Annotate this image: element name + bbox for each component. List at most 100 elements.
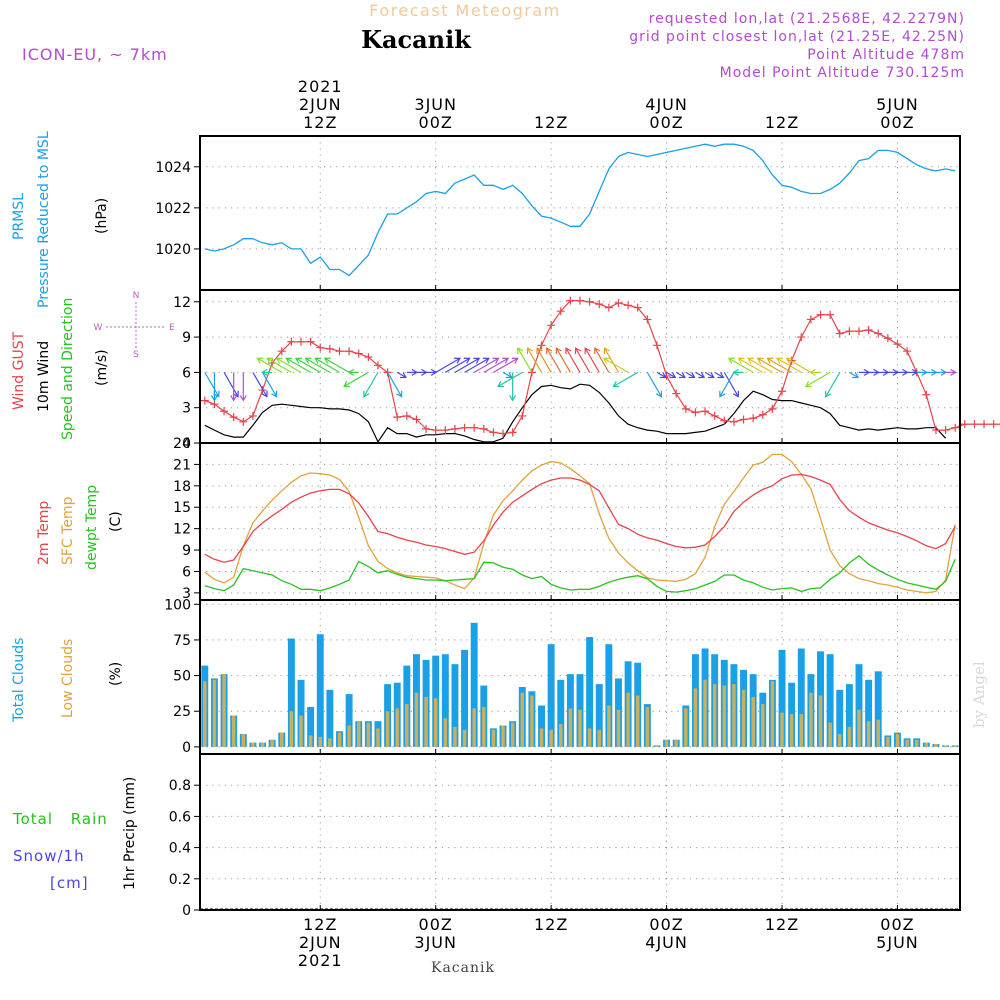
wind-arrow — [526, 347, 543, 373]
ms-label: (m/s) — [94, 349, 110, 386]
wind-arrow-head — [266, 357, 273, 364]
y-tick-label: 12 — [173, 522, 191, 538]
y-tick-label: 0 — [182, 740, 191, 756]
gust-marker — [893, 340, 902, 349]
wind-arrow-head — [454, 357, 461, 364]
wind-arrow — [396, 371, 407, 378]
wind-arrow — [849, 371, 859, 378]
wind-arrow-head — [950, 368, 957, 376]
low-cloud-bar — [443, 718, 448, 747]
y-tick-label: 50 — [173, 669, 191, 685]
compass-w: W — [94, 323, 103, 333]
wind-arrow-head — [363, 390, 370, 398]
gust-marker — [864, 326, 873, 335]
credit-watermark: by Angel — [970, 661, 988, 728]
requested-coords: requested lon,lat (21.2568E, 42.2279N) — [649, 11, 965, 27]
precip-ylabels: Total Rain Snow/1h [cm] 1hr Precip (mm) — [12, 777, 138, 892]
wind-arrow — [257, 357, 283, 373]
low-cloud-bar — [876, 719, 880, 747]
pressure-panel: 1020 1022 1024 — [155, 135, 961, 291]
gust-marker — [527, 368, 536, 377]
gust-marker — [854, 327, 863, 336]
wind-arrow — [536, 347, 552, 373]
model-label: ICON-EU, ~ 7km — [22, 45, 168, 64]
precip-unit-label: 1hr Precip (mm) — [122, 777, 138, 890]
total-cloud-bar — [595, 684, 603, 747]
gust-marker — [547, 321, 556, 330]
gust-marker — [489, 428, 498, 437]
bottom-time-label: 12Z — [534, 915, 568, 934]
gust-marker — [585, 297, 594, 306]
wind-arrow-head — [294, 357, 302, 364]
gust-marker — [624, 301, 633, 310]
wind-arrow-head — [679, 371, 686, 379]
wind-arrow-head — [584, 347, 591, 354]
total-cloud-bar — [865, 679, 873, 747]
gust-marker — [710, 411, 719, 420]
wind-arrow — [435, 357, 461, 373]
low-cloud-bar — [462, 729, 467, 747]
c-label: (C) — [108, 511, 124, 532]
total-cloud-bar — [605, 644, 613, 747]
wind-arrow — [262, 372, 278, 397]
low-cloud-bar — [357, 721, 361, 747]
low-cloud-bar — [203, 681, 207, 747]
gust-marker — [691, 408, 700, 417]
wind-arrow — [656, 371, 666, 378]
gust-marker — [701, 407, 710, 416]
gust-marker — [479, 424, 488, 433]
wind-arrow-head — [655, 390, 663, 398]
panel-frame — [199, 289, 961, 444]
total-cloud-bar — [797, 648, 805, 747]
gust-marker — [970, 420, 979, 429]
wind-arrow — [387, 372, 403, 397]
low-cloud-bar — [318, 736, 322, 747]
wind-arrow-head — [732, 368, 739, 376]
gust-marker — [826, 310, 835, 319]
low-cloud-bar — [712, 684, 717, 747]
wind-arrow-head — [747, 357, 754, 364]
wind-arrow-head — [719, 390, 726, 398]
wind-arrow-head — [505, 371, 513, 379]
wind-arrow-head — [804, 380, 812, 388]
low-cloud-bar — [260, 742, 265, 747]
wind-arrow — [555, 347, 571, 373]
low-cloud-bar — [347, 725, 351, 747]
wind-arrow — [266, 357, 292, 373]
temperature-panel: 3 6 9 12 15 18 21 24 — [173, 436, 961, 602]
wind-arrow-head — [852, 371, 860, 379]
top-time-label: 12Z — [534, 113, 568, 132]
low-cloud-bar — [405, 704, 409, 747]
gust-marker — [980, 420, 989, 429]
bottom-time-label: 12Z — [303, 915, 337, 934]
wind-arrow-head — [473, 357, 481, 364]
low-cloud-bar — [587, 728, 592, 747]
wind-arrow — [613, 371, 639, 387]
wind-arrow — [223, 372, 239, 397]
pressure-line — [204, 143, 956, 277]
hpa-label: (hPa) — [94, 198, 110, 234]
y-tick-label: 0.4 — [169, 841, 191, 857]
low-cloud-bar — [549, 729, 553, 747]
sfc-temp-label: SFC Temp — [60, 496, 76, 565]
wind-arrow — [728, 357, 754, 373]
wind-arrow — [483, 357, 509, 373]
wind-arrow-head — [574, 347, 582, 354]
y-tick-label: 9 — [182, 543, 191, 559]
low-cloud-bar — [943, 745, 948, 747]
wind-arrow-head — [304, 357, 312, 364]
wind-arrow-head — [727, 357, 735, 364]
wind-arrow — [666, 371, 676, 378]
gust-marker — [277, 347, 286, 356]
gust-marker — [470, 423, 479, 432]
y-tick-label: 12 — [173, 295, 191, 311]
y-tick-label: 24 — [173, 436, 191, 452]
low-cloud-bar — [366, 722, 371, 747]
low-cloud-bar — [847, 726, 852, 747]
wind-arrow-head — [400, 371, 407, 379]
wind-arrow — [276, 357, 302, 373]
wind-arrow — [363, 372, 379, 397]
low-cloud-bar — [818, 695, 823, 747]
clouds-ylabels: Total Clouds Low Clouds (%) — [11, 638, 124, 723]
wind-arrow-head — [275, 357, 283, 364]
